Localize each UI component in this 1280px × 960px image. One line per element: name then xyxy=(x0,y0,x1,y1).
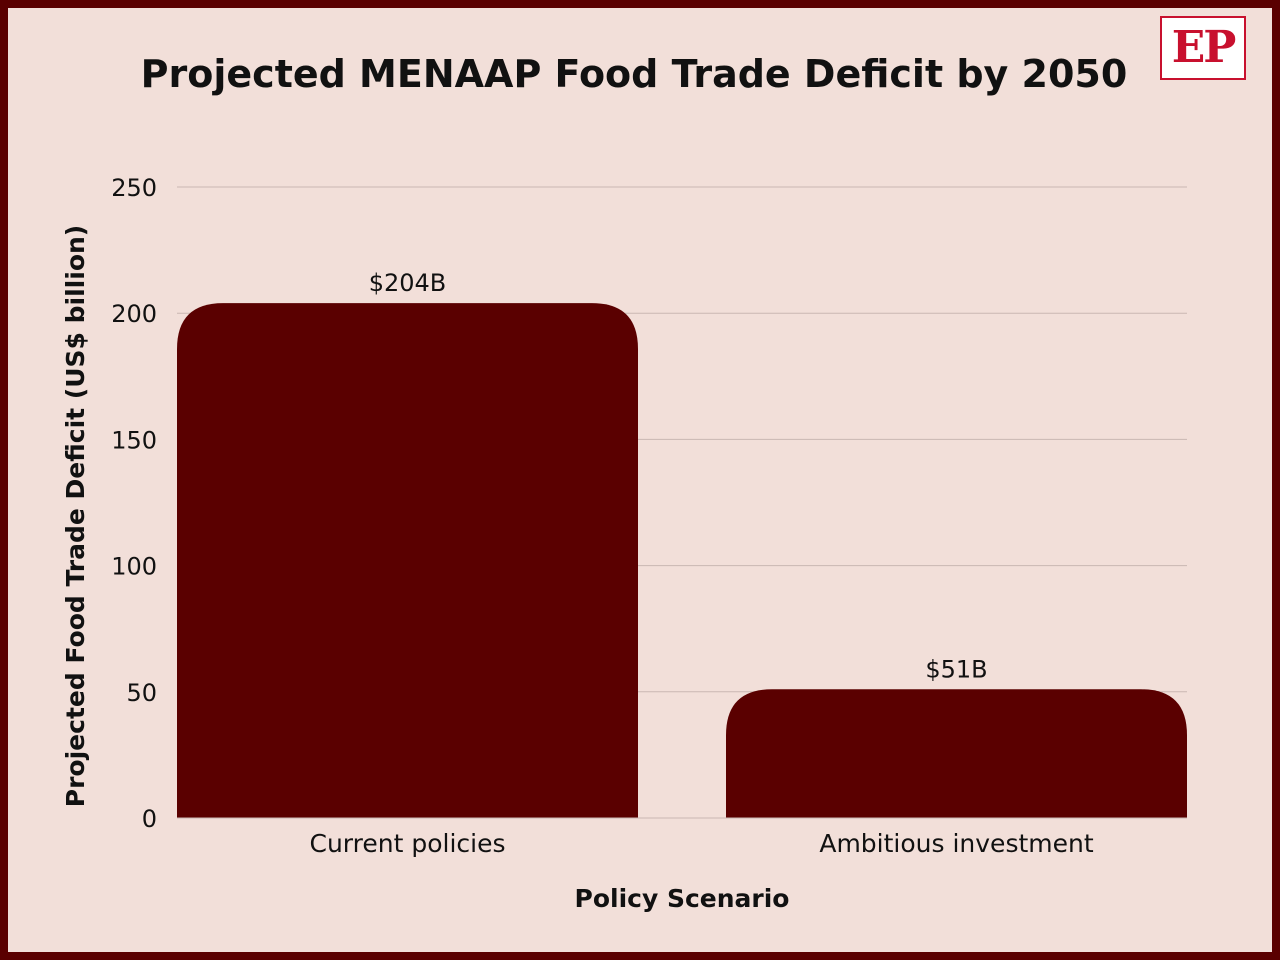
chart-title: Projected MENAAP Food Trade Deficit by 2… xyxy=(140,52,1128,96)
data-label: $204B xyxy=(369,269,447,297)
y-tick-label: 100 xyxy=(111,553,157,581)
y-tick-label: 0 xyxy=(142,805,157,833)
y-tick-label: 150 xyxy=(111,426,157,454)
bar-0 xyxy=(177,303,638,818)
ep-logo: EP xyxy=(1160,16,1246,80)
logo-text: EP xyxy=(1171,22,1237,73)
bar-1 xyxy=(726,689,1187,818)
x-category-label: Current policies xyxy=(310,829,506,858)
y-axis-title: Projected Food Trade Deficit (US$ billio… xyxy=(61,225,90,807)
data-label: $51B xyxy=(925,655,987,683)
y-tick-label: 200 xyxy=(111,300,157,328)
y-tick-label: 250 xyxy=(111,174,157,202)
x-category-label: Ambitious investment xyxy=(819,829,1094,858)
x-axis-title: Policy Scenario xyxy=(575,884,790,913)
y-tick-label: 50 xyxy=(126,679,157,707)
